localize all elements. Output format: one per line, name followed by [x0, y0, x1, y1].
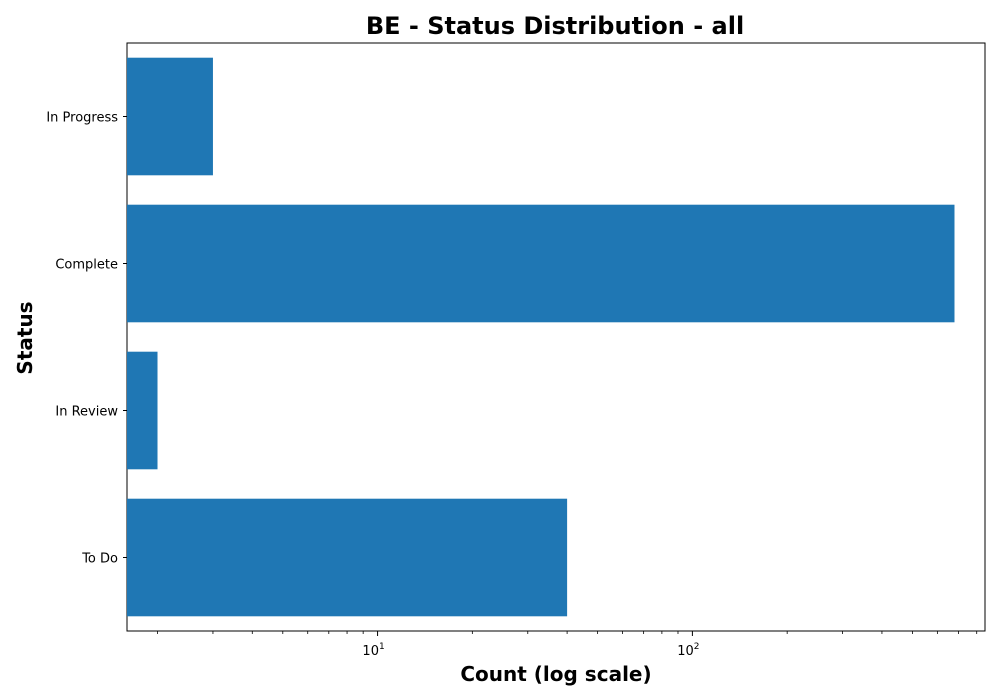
chart-title: BE - Status Distribution - all	[366, 12, 744, 40]
y-axis-ticks: To Do In Review Complete In Progress	[46, 111, 127, 567]
y-axis-label: Status	[13, 301, 37, 374]
bars-group	[127, 57, 955, 617]
x-tick-label: 101	[362, 642, 384, 659]
x-axis-label: Count (log scale)	[460, 662, 651, 686]
bar-in-progress	[127, 57, 213, 176]
x-tick-label: 102	[677, 642, 699, 659]
x-axis-ticks: 101 102	[157, 631, 978, 659]
bar-to-do	[127, 498, 568, 617]
y-tick-label: Complete	[55, 258, 118, 273]
y-tick-label: In Progress	[46, 111, 118, 126]
plot-area-frame	[126, 42, 986, 632]
y-tick-label: To Do	[81, 552, 118, 567]
bar-complete	[127, 204, 955, 323]
bar-in-review	[127, 351, 158, 470]
y-tick-label: In Review	[55, 405, 118, 420]
